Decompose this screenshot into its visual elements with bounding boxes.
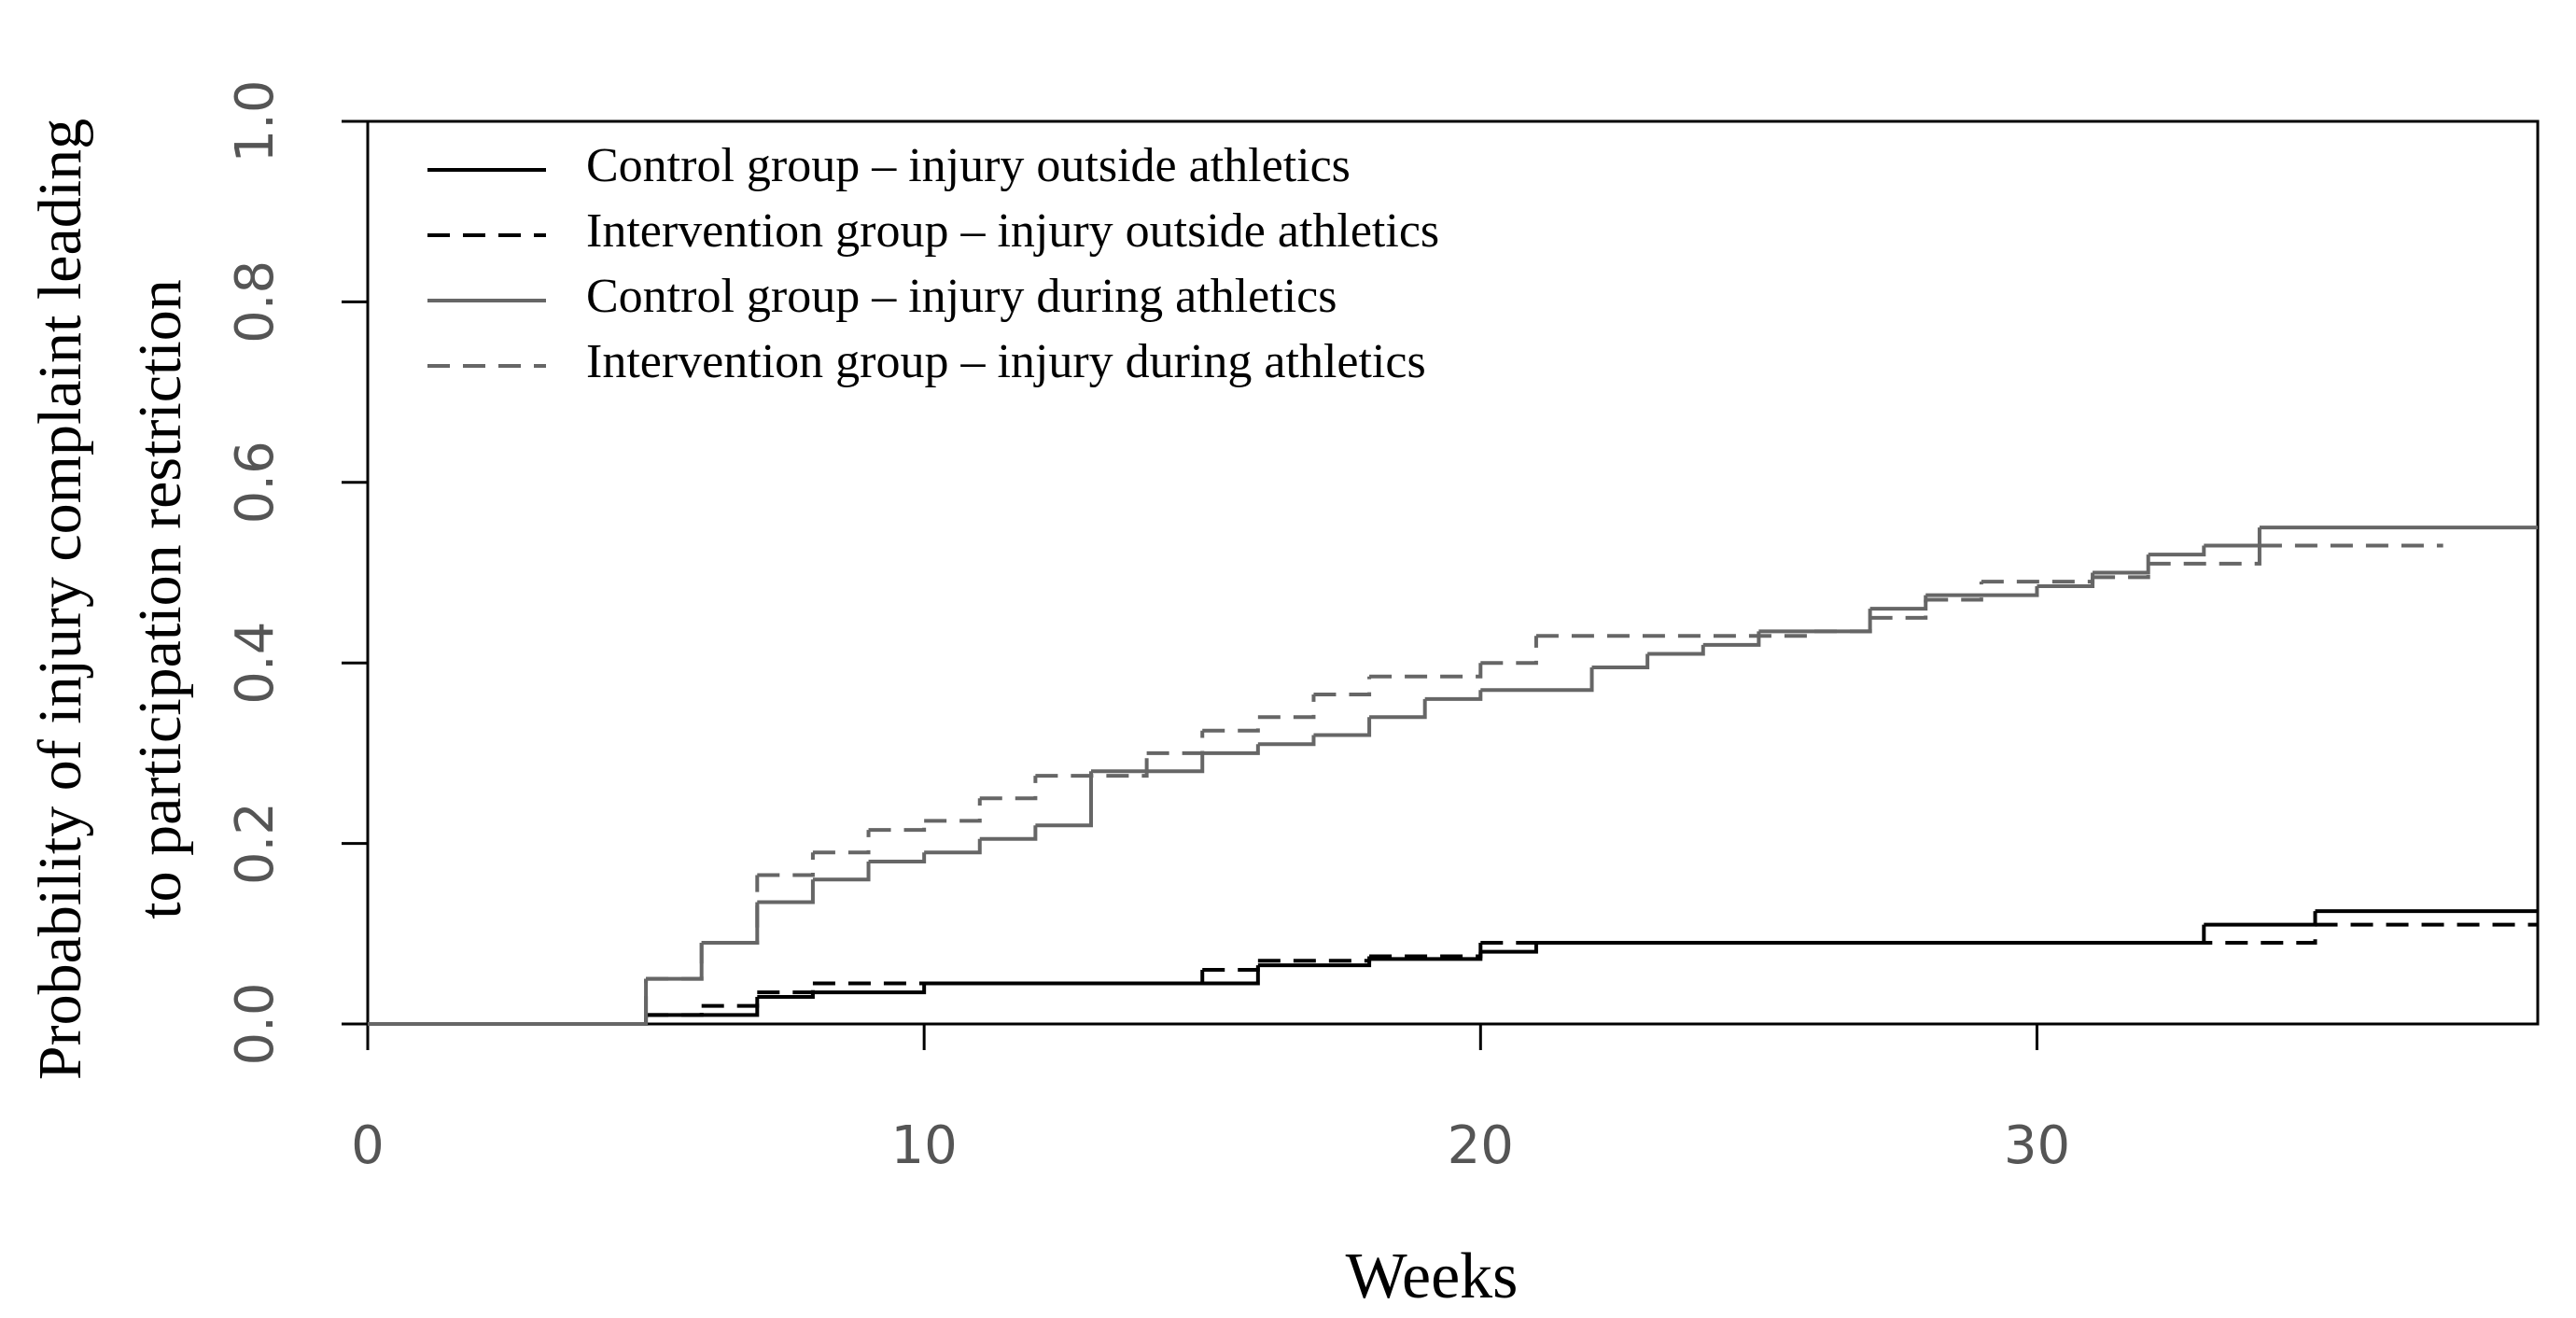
step-segment [1535, 631, 1816, 638]
y-tick-label: 1.0 [225, 79, 286, 162]
step-segment [1146, 730, 1205, 755]
step-segment [1869, 599, 1928, 620]
step-segment [1257, 694, 1316, 720]
y-tick-label: 0.2 [225, 802, 286, 885]
step-segment [868, 820, 927, 833]
step-segment [757, 983, 815, 995]
step-segment [701, 875, 760, 945]
x-tick-label: 30 [2004, 1115, 2070, 1176]
step-segment [2148, 545, 2206, 557]
step-segment [1202, 960, 1260, 972]
step-segment [924, 838, 982, 855]
step-segment [1369, 942, 1483, 959]
legend-label: Control group – injury during athletics [586, 270, 1337, 323]
step-segment [1591, 653, 1650, 670]
step-segment [1369, 698, 1427, 720]
step-segment [1369, 663, 1483, 679]
y-tick-label: 0.4 [225, 622, 286, 705]
step-segment [979, 825, 1038, 841]
legend-label: Intervention group – injury outside athl… [586, 204, 1439, 258]
legend-label: Control group – injury outside athletics [586, 139, 1351, 192]
x-tick-label: 0 [351, 1115, 385, 1176]
step-segment [646, 942, 704, 981]
step-segment [1647, 644, 1705, 656]
step-segment [1313, 717, 1372, 737]
step-segment [701, 992, 760, 1008]
step-segment [1480, 942, 1538, 954]
step-segment [1313, 676, 1372, 697]
step-segment [1091, 752, 1205, 774]
step-segment [1424, 690, 1483, 701]
step-segment [1257, 735, 1316, 747]
step-segment [2204, 527, 2261, 548]
step-segment [1480, 924, 2317, 945]
legend-label: Intervention group – injury during athle… [586, 335, 1426, 388]
step-segment [368, 978, 649, 1026]
step-segment [868, 852, 927, 863]
y-tick-label: 0.0 [225, 982, 286, 1065]
step-segment [1925, 582, 1983, 602]
step-segment [2093, 563, 2150, 580]
x-axis-title: Weeks [1346, 1241, 1519, 1312]
step-segment [812, 830, 871, 855]
y-tick-label: 0.8 [225, 260, 286, 344]
step-segment [1480, 636, 1538, 666]
step-segment [1480, 667, 1594, 693]
step-segment [812, 969, 1205, 986]
y-axis-title: to participation restriction [126, 279, 194, 918]
step-segment [1814, 617, 1872, 634]
step-segment [757, 852, 815, 877]
x-tick-label: 20 [1448, 1115, 1514, 1176]
step-segment [812, 861, 871, 882]
step-segment [812, 983, 927, 995]
step-segment [646, 1005, 704, 1017]
step-segment [1202, 744, 1260, 755]
step-segment [924, 798, 982, 823]
x-tick-label: 10 [891, 1115, 958, 1176]
step-segment [1202, 717, 1260, 733]
y-tick-label: 0.6 [225, 441, 286, 524]
y-axis-title: Probability of injury complaint leading [26, 119, 94, 1080]
step-segment [1035, 752, 1149, 778]
step-segment [1035, 771, 1093, 828]
step-segment [1925, 586, 2039, 597]
step-segment [2148, 545, 2261, 566]
step-segment [2093, 554, 2150, 575]
step-segment [979, 776, 1038, 801]
step-segment [757, 879, 815, 904]
